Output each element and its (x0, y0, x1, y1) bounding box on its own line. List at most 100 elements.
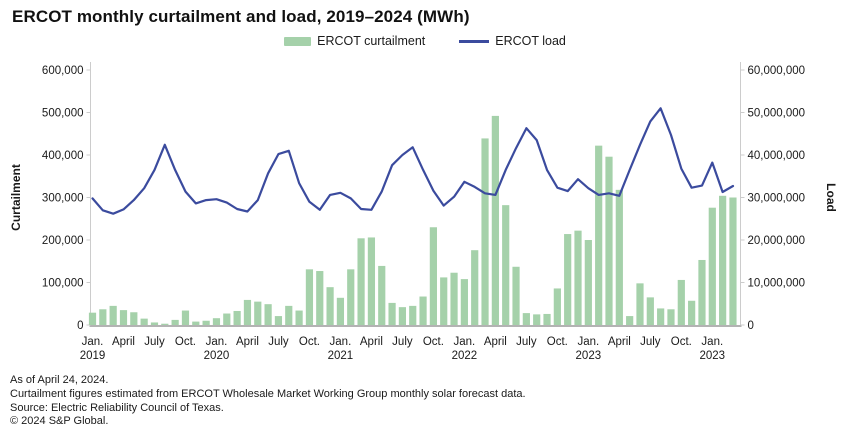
curtailment-bar (564, 234, 572, 325)
curtailment-bar (708, 207, 716, 325)
x-axis-tick-label: April (112, 336, 135, 348)
x-axis-tick-year-label: 2022 (452, 350, 478, 362)
curtailment-bar (440, 277, 448, 325)
y-axis-right-tick-label: 60,000,000 (748, 65, 806, 77)
curtailment-bar (202, 320, 210, 325)
curtailment-bar (615, 189, 623, 325)
y-axis-left-tick-label: 300,000 (42, 193, 84, 205)
curtailment-bar (130, 312, 138, 325)
curtailment-bar (677, 279, 685, 325)
curtailment-bar (636, 283, 644, 325)
x-axis-tick-year-label: 2023 (576, 350, 602, 362)
curtailment-bar (553, 288, 561, 325)
curtailment-bar (388, 302, 396, 325)
curtailment-bar (378, 265, 386, 325)
curtailment-bar (398, 307, 406, 325)
y-axis-left-tick-label: 500,000 (42, 108, 84, 120)
x-axis-tick-year-label: 2021 (328, 350, 354, 362)
curtailment-bar (274, 316, 283, 325)
curtailment-bar (212, 318, 221, 325)
y-axis-right-tick-label: 10,000,000 (748, 278, 806, 290)
curtailment-bar (285, 305, 293, 325)
footnote-as-of: As of April 24, 2024. (10, 374, 109, 386)
curtailment-bar (471, 250, 479, 325)
legend-item-load: ERCOT load (459, 34, 566, 48)
x-axis-tick-label: Oct. (423, 336, 444, 348)
curtailment-bar (481, 138, 489, 325)
y-axis-left-tick-label: 100,000 (42, 278, 84, 290)
footnote-source: Source: Electric Reliability Council of … (10, 401, 224, 414)
curtailment-bar (150, 322, 159, 325)
curtailment-bar (295, 310, 303, 325)
x-axis-tick-label: Oct. (671, 336, 692, 348)
curtailment-bar (450, 272, 458, 325)
curtailment-bar (99, 309, 107, 325)
x-axis-tick-label: Oct. (175, 336, 196, 348)
x-axis-tick-label: July (144, 336, 165, 348)
curtailment-bar (119, 310, 128, 325)
curtailment-bar (729, 197, 737, 325)
y-axis-right-tick-label: 40,000,000 (748, 150, 806, 162)
curtailment-bar (543, 313, 551, 325)
curtailment-bar (347, 269, 355, 325)
load-line-swatch-icon (459, 39, 490, 43)
chart-title: ERCOT monthly curtailment and load, 2019… (12, 7, 470, 26)
chart-legend: ERCOT curtailment ERCOT load (0, 34, 850, 48)
y-axis-left-tick-label: 200,000 (42, 235, 84, 247)
curtailment-bar (88, 312, 97, 325)
x-axis-tick-label: July (640, 336, 661, 348)
curtailment-bar (305, 269, 314, 325)
y-axis-right-title: Load (824, 183, 838, 212)
curtailment-bar (657, 308, 665, 325)
y-axis-right-tick-label: 0 (748, 320, 754, 332)
curtailment-bar (429, 227, 437, 325)
curtailment-bar (171, 319, 179, 325)
footnotes: As of April 24, 2024. Curtailment figure… (10, 374, 526, 429)
x-axis-tick-label: Jan. (701, 336, 723, 348)
y-axis-left-tick-label: 400,000 (42, 150, 84, 162)
curtailment-bar (264, 304, 272, 325)
curtailment-bar (367, 237, 376, 325)
x-axis-tick-label: Jan. (577, 336, 599, 348)
legend-curtailment-label: ERCOT curtailment (317, 34, 426, 48)
y-axis-left-tick-label: 600,000 (42, 65, 84, 77)
legend-load-label: ERCOT load (495, 34, 566, 48)
load-line (91, 107, 735, 215)
x-axis-tick-label: Jan. (82, 336, 104, 348)
curtailment-bar (223, 313, 231, 325)
x-axis-tick-year-label: 2020 (204, 350, 230, 362)
x-axis-tick-label: April (360, 336, 383, 348)
curtailment-bar (667, 309, 675, 325)
curtailment-swatch-icon (284, 36, 312, 46)
y-axis-left-tick-label: 0 (77, 320, 83, 332)
curtailment-bar (491, 115, 499, 326)
curtailment-bar (502, 205, 510, 325)
y-axis-right-tick-label: 30,000,000 (748, 193, 806, 205)
x-axis-tick-label: July (516, 336, 537, 348)
x-axis-tick-label: July (392, 336, 413, 348)
curtailment-bar (140, 318, 148, 325)
curtailment-bar (326, 287, 334, 325)
x-axis-tick-label: Oct. (299, 336, 320, 348)
curtailment-bar (109, 305, 117, 325)
curtailment-bar (254, 301, 262, 325)
y-axis-right-tick-label: 50,000,000 (748, 108, 806, 120)
x-axis-tick-year-label: 2019 (80, 350, 106, 362)
curtailment-bar (688, 300, 696, 325)
curtailment-bar (336, 297, 345, 325)
y-axis-left-title: Curtailment (9, 164, 23, 231)
x-axis-tick-year-label: 2023 (700, 350, 726, 362)
curtailment-bar (316, 271, 324, 325)
x-axis-tick-label: April (236, 336, 259, 348)
curtailment-bar (243, 299, 252, 325)
x-axis-tick-label: Jan. (454, 336, 476, 348)
x-axis-tick-label: April (484, 336, 507, 348)
curtailment-bar (357, 238, 365, 325)
curtailment-bar (161, 323, 169, 325)
footnote-copyright: © 2024 S&P Global. (10, 415, 109, 428)
curtailment-bar (233, 310, 241, 325)
x-axis-tick-label: April (608, 336, 631, 348)
curtailment-bar (626, 316, 634, 325)
